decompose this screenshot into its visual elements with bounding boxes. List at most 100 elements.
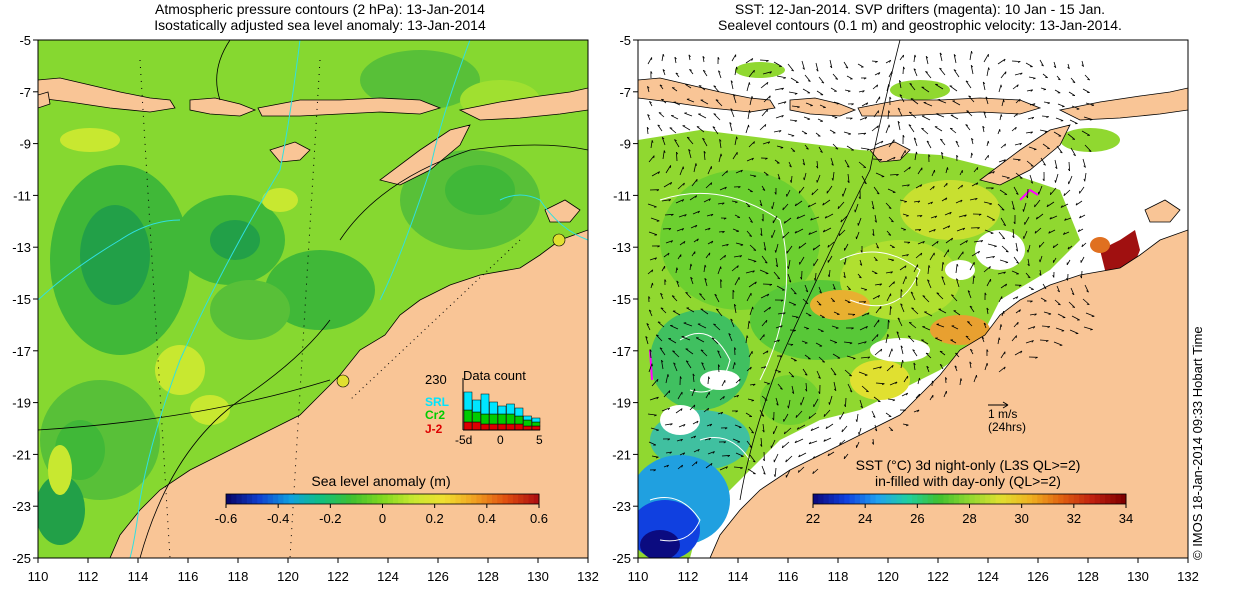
- velocity-arrow-head: [774, 250, 777, 253]
- velocity-arrow: [661, 137, 666, 146]
- sla-colorbar: Sea level anomaly (m) -0.6 -0.4 -0.2 0 0.2 0.…: [215, 473, 548, 526]
- velocity-arrow-head: [704, 278, 707, 281]
- velocity-arrow: [713, 113, 721, 121]
- velocity-arrow: [685, 348, 694, 355]
- velocity-arrow-head: [962, 227, 966, 231]
- velocity-arrow: [808, 440, 818, 445]
- velocity-arrow: [748, 216, 753, 223]
- velocity-arrow: [732, 152, 738, 160]
- velocity-arrow-head: [1012, 235, 1015, 239]
- velocity-arrow-head: [679, 376, 682, 379]
- velocity-arrow: [672, 310, 681, 316]
- velocity-arrow-head: [1027, 263, 1030, 267]
- velocity-arrow-head: [718, 70, 721, 73]
- velocity-arrow: [646, 323, 651, 331]
- velocity-arrow-head: [707, 408, 710, 411]
- velocity-arrow-head: [736, 66, 738, 70]
- velocity-arrow: [873, 110, 879, 118]
- velocity-arrow-head: [798, 245, 801, 249]
- velocity-arrow: [986, 67, 989, 77]
- sst-colorbar-swatch: [875, 494, 882, 504]
- velocity-arrow-head: [654, 414, 657, 417]
- velocity-arrow: [1043, 101, 1050, 104]
- velocity-arrow-head: [827, 453, 830, 456]
- velocity-arrow-head: [783, 220, 786, 224]
- velocity-arrow: [941, 152, 944, 160]
- velocity-arrow-head: [659, 347, 663, 350]
- velocity-arrow: [969, 361, 972, 369]
- velocity-arrow: [1070, 147, 1076, 156]
- velocity-arrow: [761, 465, 766, 475]
- velocity-arrow: [731, 200, 738, 203]
- velocity-arrow: [791, 315, 799, 318]
- velocity-arrow: [915, 277, 918, 287]
- velocity-arrow-head: [936, 292, 940, 294]
- velocity-arrow-head: [728, 333, 731, 336]
- velocity-arrow: [702, 56, 705, 63]
- velocity-arrow: [970, 65, 974, 75]
- velocity-arrow: [661, 407, 670, 412]
- velocity-arrow: [771, 229, 776, 238]
- velocity-arrow-head: [921, 127, 925, 130]
- velocity-arrow: [663, 252, 670, 258]
- velocity-arrow: [703, 407, 709, 413]
- velocity-arrow: [1039, 255, 1043, 263]
- velocity-arrow: [735, 242, 744, 246]
- velocity-arrow-head: [955, 352, 958, 355]
- velocity-arrow-head: [864, 182, 867, 185]
- velocity-arrow-head: [1057, 78, 1061, 81]
- velocity-arrow: [847, 383, 853, 393]
- sst-colorbar-swatch: [922, 494, 929, 504]
- velocity-arrow-head: [955, 140, 959, 143]
- sla-colorbar-swatch: [382, 494, 389, 504]
- sla-colorbar-swatch: [293, 494, 300, 504]
- velocity-arrow-head: [717, 350, 720, 353]
- velocity-arrow-head: [1016, 261, 1019, 264]
- velocity-arrow: [786, 189, 791, 197]
- velocity-arrow-head: [777, 277, 780, 280]
- velocity-arrow: [871, 125, 879, 132]
- velocity-arrow-head: [1007, 177, 1010, 179]
- velocity-arrow: [927, 279, 932, 289]
- velocity-arrow-head: [769, 95, 771, 99]
- sla-colorbar-swatch: [408, 494, 415, 504]
- velocity-arrow: [713, 323, 721, 331]
- velocity-arrow: [844, 257, 847, 265]
- velocity-arrow: [1084, 74, 1091, 81]
- velocity-arrow: [903, 375, 909, 383]
- velocity-arrow-head: [813, 278, 816, 281]
- velocity-arrow: [1053, 257, 1057, 263]
- velocity-arrow-head: [722, 231, 725, 234]
- velocity-arrow-head: [1048, 313, 1052, 315]
- velocity-arrow: [1011, 126, 1017, 132]
- sst-colorbar-swatch: [1068, 494, 1075, 504]
- velocity-arrow: [1015, 242, 1019, 252]
- data-count-bar: [463, 421, 473, 431]
- velocity-arrow-head: [772, 417, 775, 421]
- velocity-arrow-head: [792, 150, 796, 152]
- velocity-arrow: [950, 339, 957, 344]
- velocity-arrow: [981, 336, 985, 343]
- velocity-arrow-head: [934, 215, 938, 219]
- velocity-arrow-head: [712, 451, 715, 454]
- velocity-arrow: [819, 104, 826, 108]
- velocity-arrow-head: [831, 163, 834, 166]
- velocity-arrow: [650, 282, 653, 289]
- velocity-arrow: [912, 349, 918, 357]
- velocity-arrow: [1025, 131, 1033, 134]
- velocity-arrow-head: [992, 256, 995, 259]
- velocity-arrow-head: [681, 199, 685, 202]
- velocity-arrow: [999, 189, 1008, 195]
- velocity-arrow-head: [987, 140, 990, 144]
- velocity-arrow-head: [685, 360, 689, 363]
- velocity-arrow: [829, 339, 838, 344]
- velocity-arrow-head: [902, 134, 905, 138]
- velocity-arrow-head: [1030, 131, 1033, 134]
- velocity-arrow: [759, 334, 765, 341]
- velocity-arrow-head: [863, 77, 867, 80]
- velocity-arrow: [1026, 160, 1034, 167]
- velocity-arrow: [808, 412, 817, 419]
- velocity-arrow-head: [863, 132, 867, 135]
- velocity-arrow-head: [846, 165, 850, 168]
- velocity-arrow: [690, 224, 698, 229]
